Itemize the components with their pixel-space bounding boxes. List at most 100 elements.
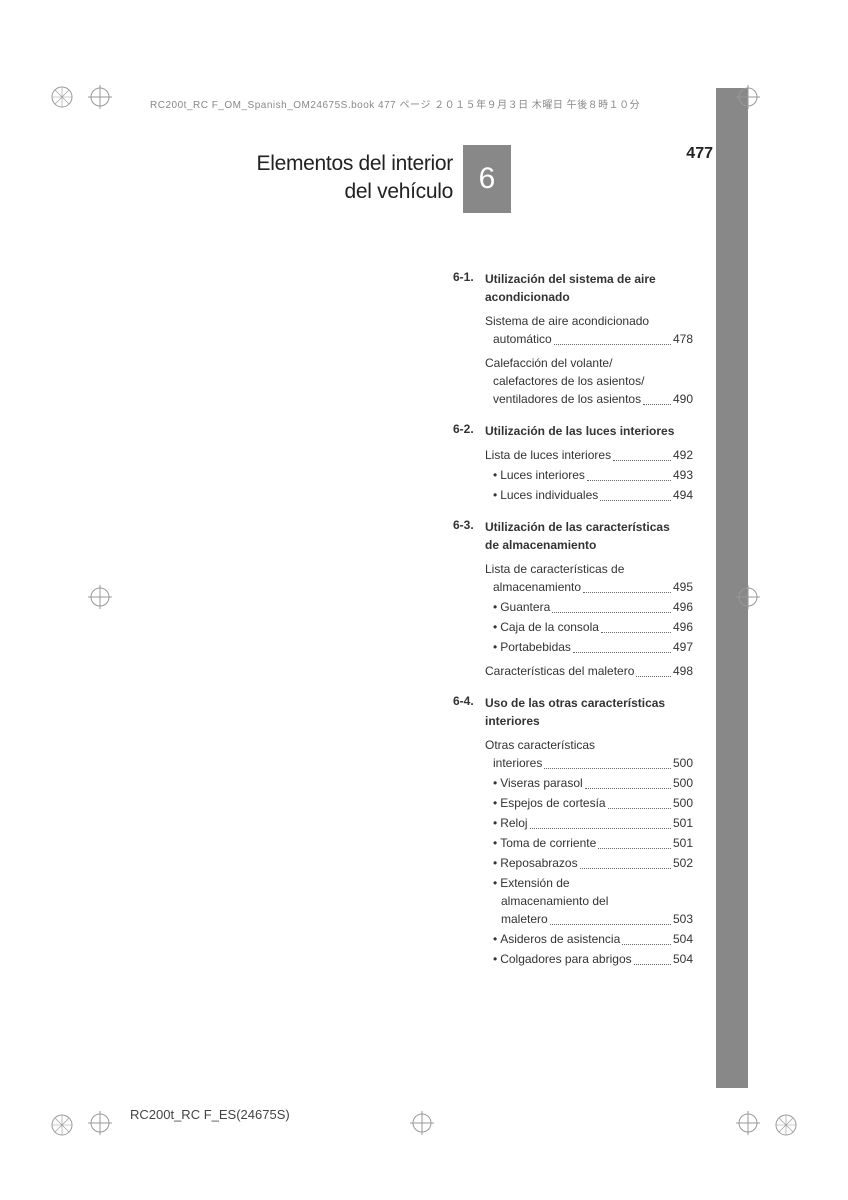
toc-section: 6-3.Utilización de las características d… xyxy=(453,518,693,680)
document-page: RC200t_RC F_OM_Spanish_OM24675S.book 477… xyxy=(0,0,848,1200)
toc-leader-dots xyxy=(552,612,671,613)
toc-entry-text: •Extensión de xyxy=(493,874,693,892)
section-title: Utilización de las características de al… xyxy=(485,518,685,554)
toc-entry-page: 492 xyxy=(673,446,693,464)
toc-leader-dots xyxy=(587,480,671,481)
toc-leader-dots xyxy=(608,808,671,809)
toc-sub-entry: •Reloj501 xyxy=(493,814,693,832)
toc-entry: Otras característicasinteriores500 xyxy=(485,736,693,772)
section-number: 6-2. xyxy=(453,422,485,436)
toc-leader-dots xyxy=(544,768,671,769)
toc-leader-dots xyxy=(530,828,671,829)
toc-entry-text: •Reposabrazos xyxy=(493,854,578,872)
toc-entry-text: Características del maletero xyxy=(485,662,634,680)
crop-mark-icon xyxy=(88,1111,112,1135)
toc-entry-page: 493 xyxy=(673,466,693,484)
toc-sub-entry: •Viseras parasol 500 xyxy=(493,774,693,792)
bullet-icon: • xyxy=(493,816,497,830)
toc-leader-dots xyxy=(643,404,671,405)
toc-sub-entry: •Espejos de cortesía500 xyxy=(493,794,693,812)
toc-leader-dots xyxy=(601,632,671,633)
toc-sub-entry: •Luces individuales494 xyxy=(493,486,693,504)
bullet-icon: • xyxy=(493,620,497,634)
toc-entry-text: •Asideros de asistencia xyxy=(493,930,620,948)
toc-leader-dots xyxy=(583,592,671,593)
toc-entry-page: 490 xyxy=(673,390,693,408)
bullet-icon: • xyxy=(493,876,497,890)
registration-circle-icon xyxy=(50,85,74,109)
section-title: Utilización de las luces interiores xyxy=(485,422,685,440)
toc-entry-text: automático xyxy=(493,330,552,348)
toc-entry-page: 503 xyxy=(673,910,693,928)
crop-mark-icon xyxy=(88,85,112,109)
bullet-icon: • xyxy=(493,488,497,502)
toc-entry-text: •Viseras parasol xyxy=(493,774,583,792)
header-fileinfo: RC200t_RC F_OM_Spanish_OM24675S.book 477… xyxy=(150,96,640,111)
toc-entry-text: Calefacción del volante/ xyxy=(485,354,693,372)
toc-entry-page: 498 xyxy=(673,662,693,680)
toc-entry-text: •Portabebidas xyxy=(493,638,571,656)
toc-sub-entry: •Toma de corriente 501 xyxy=(493,834,693,852)
toc-sub-entry: •Guantera496 xyxy=(493,598,693,616)
section-title: Utilización del sistema de aire acondici… xyxy=(485,270,685,306)
toc-entry-text: Lista de características de xyxy=(485,560,693,578)
toc-sub-entry: •Caja de la consola496 xyxy=(493,618,693,636)
bullet-icon: • xyxy=(493,932,497,946)
toc-entry-page: 500 xyxy=(673,754,693,772)
toc-container: 6-1.Utilización del sistema de aire acon… xyxy=(453,270,693,982)
chapter-title-line1: Elementos del interior xyxy=(110,150,453,178)
toc-entry-page: 495 xyxy=(673,578,693,596)
toc-sub-entry: •Colgadores para abrigos504 xyxy=(493,950,693,968)
toc-entry: Lista de características dealmacenamient… xyxy=(485,560,693,596)
toc-leader-dots xyxy=(585,788,671,789)
bullet-icon: • xyxy=(493,640,497,654)
bullet-icon: • xyxy=(493,776,497,790)
toc-leader-dots xyxy=(634,964,671,965)
toc-entry-text: •Toma de corriente xyxy=(493,834,596,852)
toc-entry-page: 500 xyxy=(673,774,693,792)
chapter-title-block: Elementos del interior del vehículo xyxy=(110,150,453,207)
toc-entry-page: 504 xyxy=(673,950,693,968)
toc-leader-dots xyxy=(598,848,671,849)
toc-sub-entry: •Portabebidas497 xyxy=(493,638,693,656)
toc-entry-page: 501 xyxy=(673,834,693,852)
toc-entry-text: Lista de luces interiores xyxy=(485,446,611,464)
section-number: 6-4. xyxy=(453,694,485,708)
registration-circle-icon xyxy=(50,1113,74,1137)
toc-entry-text: maletero xyxy=(501,910,548,928)
toc-leader-dots xyxy=(636,676,671,677)
toc-entry: Sistema de aire acondicionadoautomático 4… xyxy=(485,312,693,348)
toc-sub-entry: •Luces interiores493 xyxy=(493,466,693,484)
crop-mark-icon xyxy=(88,585,112,609)
toc-section: 6-4.Uso de las otras características int… xyxy=(453,694,693,968)
toc-entry-text: ventiladores de los asientos xyxy=(493,390,641,408)
toc-entry: Características del maletero 498 xyxy=(485,662,693,680)
toc-leader-dots xyxy=(600,500,671,501)
toc-entry-text: Otras características xyxy=(485,736,693,754)
toc-entry-text: •Guantera xyxy=(493,598,550,616)
toc-leader-dots xyxy=(613,460,671,461)
toc-entry: Lista de luces interiores 492 xyxy=(485,446,693,464)
toc-sub-entry: •Extensión dealmacenamiento delmaletero 5… xyxy=(493,874,693,928)
toc-leader-dots xyxy=(580,868,671,869)
bullet-icon: • xyxy=(493,600,497,614)
crop-mark-icon xyxy=(736,85,760,109)
toc-entry-page: 502 xyxy=(673,854,693,872)
footer-code: RC200t_RC F_ES(24675S) xyxy=(130,1107,290,1122)
chapter-number-box: 6 xyxy=(463,145,511,213)
toc-entry-text: Sistema de aire acondicionado xyxy=(485,312,693,330)
chapter-title-line2: del vehículo xyxy=(110,178,453,206)
section-number: 6-3. xyxy=(453,518,485,532)
toc-entry-page: 478 xyxy=(673,330,693,348)
crop-mark-icon xyxy=(736,1111,760,1135)
section-number: 6-1. xyxy=(453,270,485,284)
toc-leader-dots xyxy=(573,652,671,653)
bullet-icon: • xyxy=(493,796,497,810)
toc-entry: Calefacción del volante/calefactores de … xyxy=(485,354,693,408)
bullet-icon: • xyxy=(493,836,497,850)
toc-entry-page: 494 xyxy=(673,486,693,504)
toc-entry-text: almacenamiento del xyxy=(501,892,693,910)
toc-sub-entry: •Reposabrazos 502 xyxy=(493,854,693,872)
toc-entry-page: 500 xyxy=(673,794,693,812)
chapter-number: 6 xyxy=(479,162,496,196)
